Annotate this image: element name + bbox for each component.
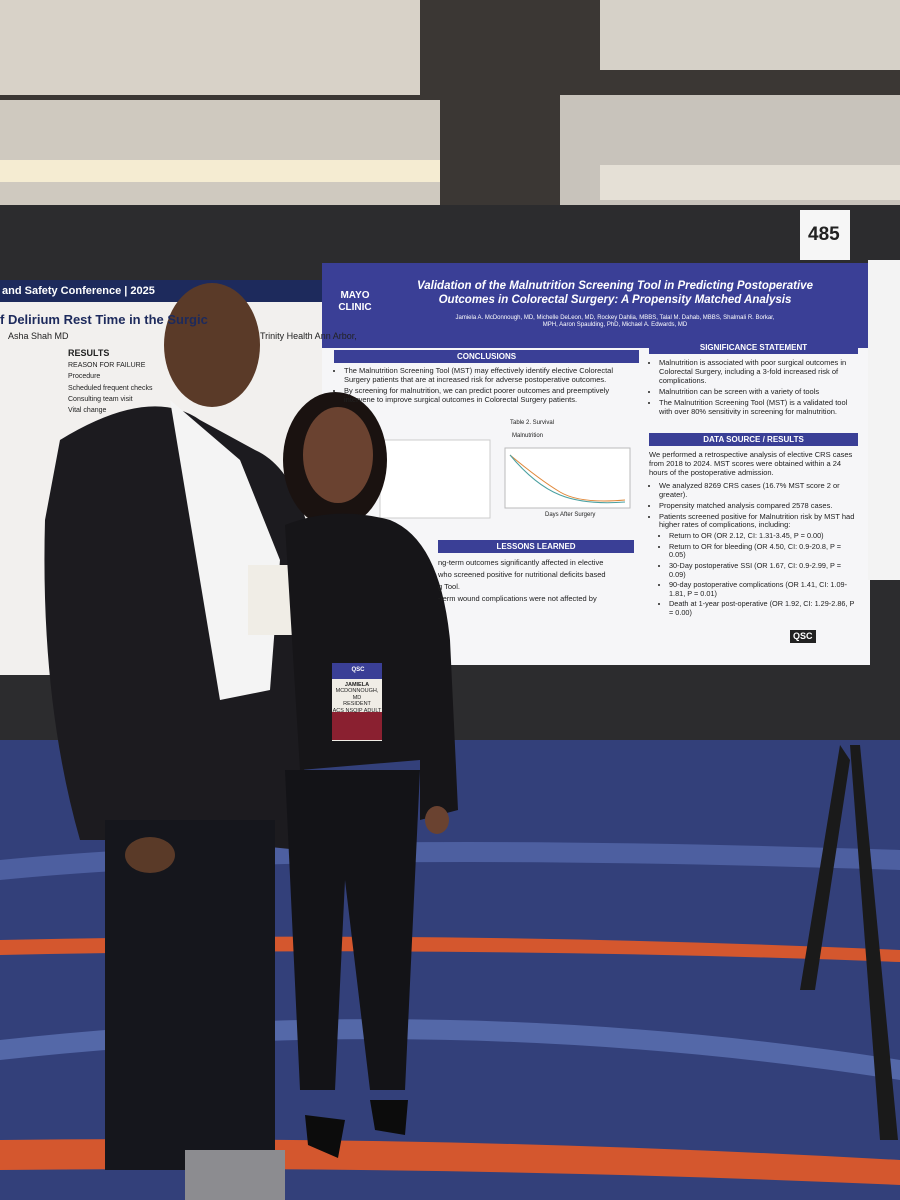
section-heading: CONCLUSIONS (334, 350, 639, 364)
list-item: 30-Day postoperative SSI (OR 1.67, CI: 0… (669, 561, 858, 579)
list-item: Consulting team visit (68, 395, 133, 403)
badge-event: QSC (351, 667, 365, 673)
section-heading: LESSONS LEARNED (438, 540, 634, 554)
section-heading: DATA SOURCE / RESULTS (649, 433, 858, 447)
authors: Jamiela A. McDonnough, MD, Michelle DeLe… (455, 315, 775, 329)
list-item: who screened positive for nutritional de… (438, 570, 606, 580)
list-item: ng-term outcomes significantly affected … (438, 558, 604, 568)
list-item: We analyzed 8269 CRS cases (16.7% MST sc… (659, 481, 858, 500)
logo: MAYO CLINIC (338, 290, 372, 313)
left-title: f Delirium Rest Time in the Surgic (0, 312, 208, 327)
conclusions: CONCLUSIONS The Malnutrition Screening T… (334, 350, 639, 407)
list-item: Return to OR for bleeding (OR 4.50, CI: … (669, 542, 858, 560)
badge-program: ACS NSQIP ADULT (332, 707, 382, 714)
footer-logo: QSC (790, 630, 816, 643)
badge-first-name: JAMIELA (344, 682, 370, 688)
left-heading: RESULTS (68, 348, 110, 358)
left-author: Asha Shah MD (8, 331, 69, 341)
lessons: LESSONS LEARNED ng-term outcomes signifi… (438, 540, 634, 607)
list-item: Vital change (68, 407, 107, 414)
chart-legend: Malnutrition (512, 433, 544, 439)
left-banner: and Safety Conference | 2025 (2, 285, 155, 297)
list-item: -term wound complications were not affec… (438, 593, 597, 603)
list-item: Malnutrition is associated with poor sur… (659, 359, 858, 386)
list-item: Propensity matched analysis compared 257… (659, 501, 858, 511)
poster-number: 485 (808, 224, 840, 245)
badge-last-name: MCDONNOUGH, MD (335, 688, 379, 701)
badge-role: RESIDENT (343, 701, 371, 708)
list-item: g Tool. (438, 582, 460, 592)
list-item: By screening for malnutrition, we can pr… (344, 386, 639, 405)
list-item: The Malnutrition Screening Tool (MST) is… (659, 398, 858, 417)
left-table: REASON FOR FAILURE Procedure Scheduled fre… (68, 362, 160, 418)
list-item: Malnutrition can be screen with a variet… (659, 387, 858, 397)
section-heading: SIGNIFICANCE STATEMENT (649, 341, 858, 355)
list-item: The Malnutrition Screening Tool (MST) ma… (344, 367, 639, 385)
left-affiliation: Trinity Health Ann Arbor, (260, 331, 357, 341)
list-item: Return to OR (OR 2.12, CI: 1.31-3.45, P … (669, 532, 858, 541)
results: DATA SOURCE / RESULTS We performed a ret… (649, 433, 858, 620)
list-item: 90-day postoperative complications (OR 1… (669, 580, 858, 598)
significance: SIGNIFICANCE STATEMENT Malnutrition is a… (649, 341, 858, 419)
list-item: Procedure (68, 373, 101, 381)
badge-name: JAMIELA MCDONNOUGH, MD RESIDENT ACS NSQI… (332, 682, 382, 714)
chart-x-label: Days After Surgery (545, 512, 596, 518)
list-item: Scheduled frequent checks (68, 384, 153, 392)
list-item: REASON FOR FAILURE (68, 362, 146, 369)
list-item: Patients screened positive for Malnutrit… (659, 512, 858, 531)
list-item: Death at 1-year post-operative (OR 1.92,… (669, 600, 858, 617)
poster-title: Validation of the Malnutrition Screening… (417, 280, 813, 306)
results-intro: We performed a retrospective analysis of… (649, 450, 853, 478)
chart-title: Table 2. Survival (510, 420, 555, 426)
